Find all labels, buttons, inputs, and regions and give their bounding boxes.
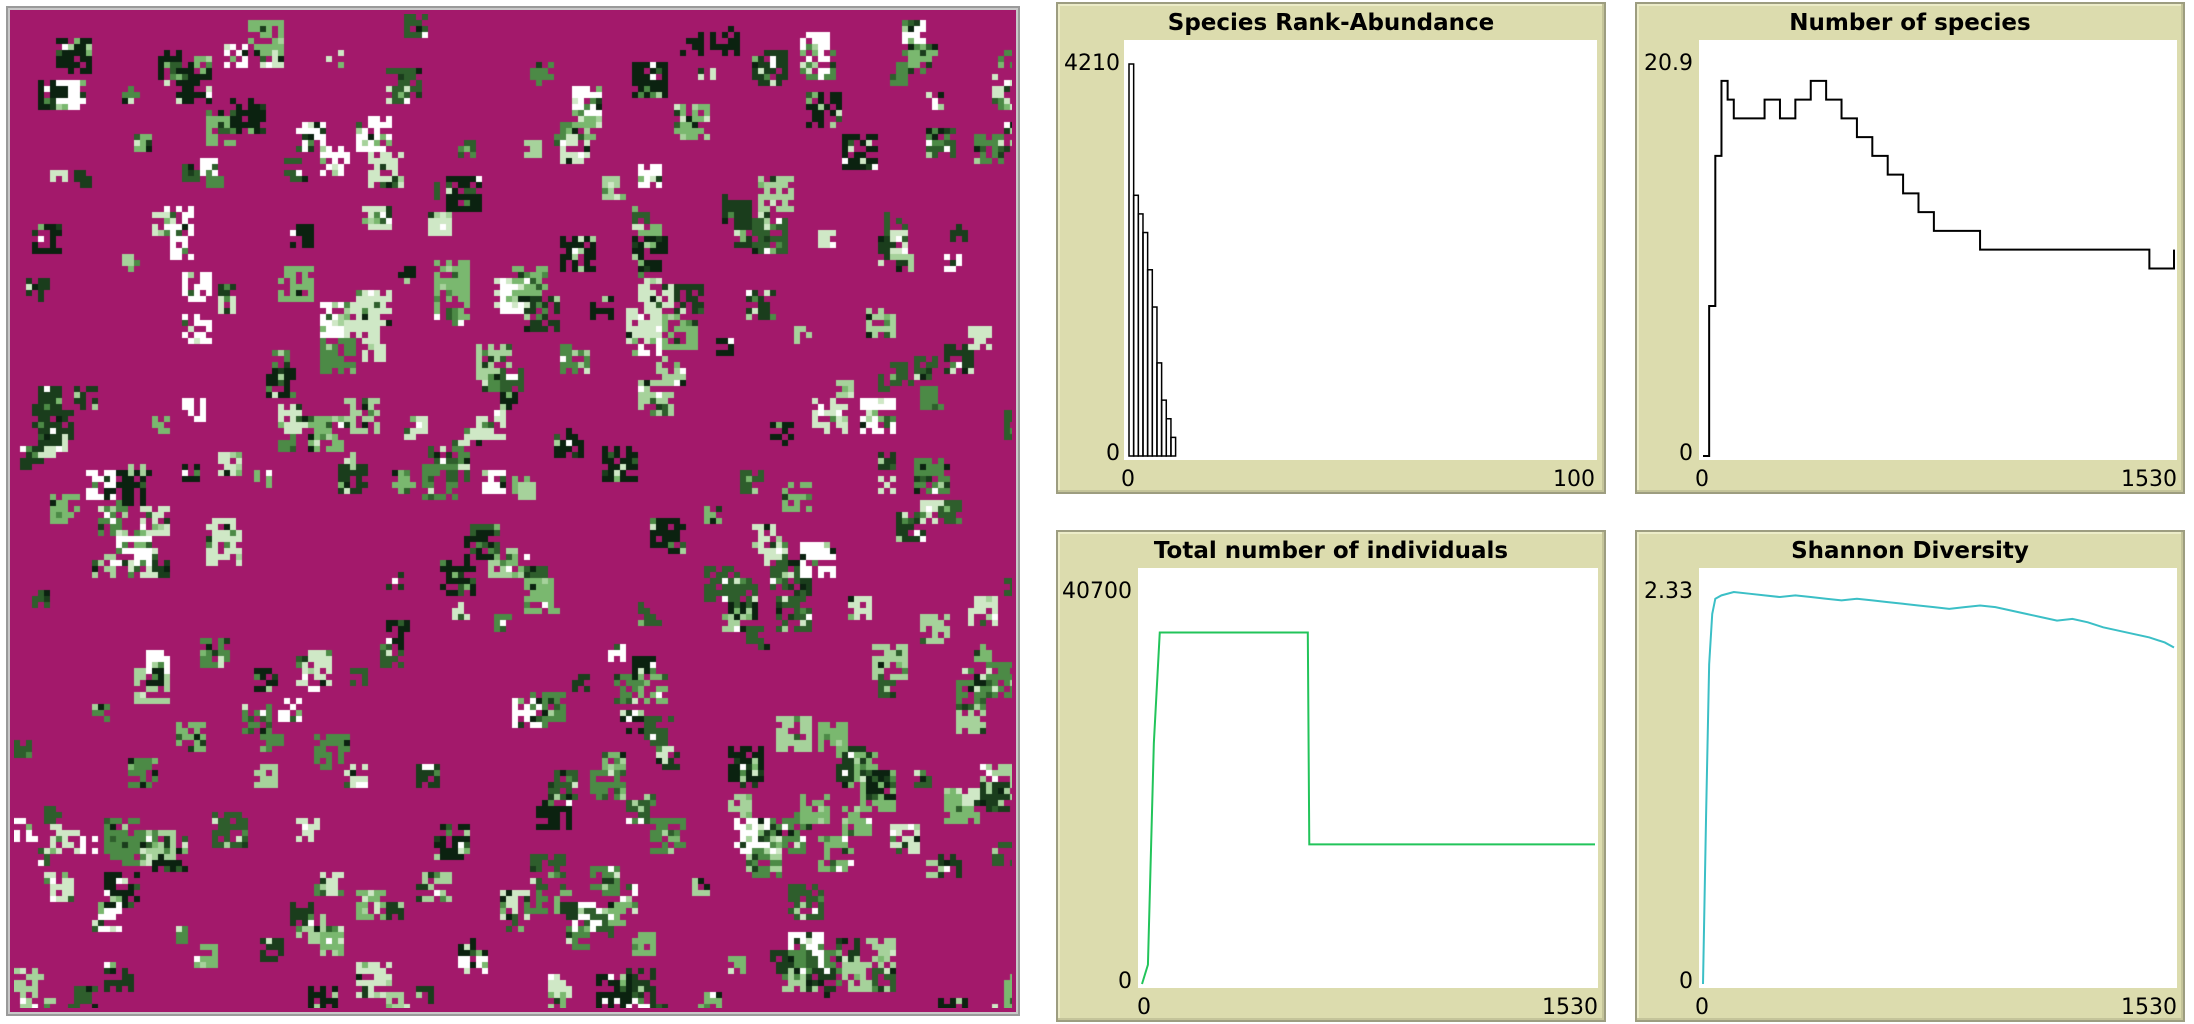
y-min-label: 0 xyxy=(1679,969,1693,994)
plot-rank-abundance-svg: 4210 0 0 100 xyxy=(1064,40,1597,492)
plot-area xyxy=(1138,568,1598,988)
world-patches[interactable] xyxy=(14,14,1012,1008)
bar-marks xyxy=(1128,63,1177,457)
world-view[interactable] xyxy=(6,6,1020,1016)
plot-total-individuals-svg: 40700 0 0 1530 xyxy=(1062,568,1598,1020)
x-min-label: 0 xyxy=(1137,995,1151,1020)
series-line xyxy=(1703,79,2175,457)
x-min-label: 0 xyxy=(1695,995,1709,1020)
series-line xyxy=(1141,631,1595,985)
plot-title: Number of species xyxy=(1789,10,2031,36)
x-max-label: 1530 xyxy=(1542,995,1598,1020)
y-min-label: 0 xyxy=(1118,969,1132,994)
line-marks xyxy=(1702,590,2175,985)
plot-title: Shannon Diversity xyxy=(1791,538,2029,564)
x-max-label: 100 xyxy=(1553,467,1595,492)
series-line xyxy=(1702,590,2175,985)
y-max-label: 20.9 xyxy=(1644,51,1693,76)
line-marks xyxy=(1141,631,1595,985)
y-max-label: 4210 xyxy=(1064,51,1120,76)
y-min-label: 0 xyxy=(1106,441,1120,466)
plot-shannon-diversity[interactable]: Shannon Diversity 2.33 0 0 1530 xyxy=(1635,530,2185,1022)
plot-title: Total number of individuals xyxy=(1153,538,1509,564)
plot-number-of-species[interactable]: Number of species 20.9 0 0 1530 xyxy=(1635,2,2185,494)
x-max-label: 1530 xyxy=(2121,995,2177,1020)
y-max-label: 40700 xyxy=(1062,579,1132,604)
line-marks xyxy=(1703,79,2175,457)
plot-rank-abundance[interactable]: Species Rank-Abundance 4210 0 0 100 xyxy=(1056,2,1606,494)
y-min-label: 0 xyxy=(1679,441,1693,466)
plot-total-individuals[interactable]: Total number of individuals 40700 0 0 15… xyxy=(1056,530,1606,1022)
plot-title: Species Rank-Abundance xyxy=(1167,10,1495,36)
y-max-label: 2.33 xyxy=(1644,579,1693,604)
plot-area xyxy=(1124,40,1597,460)
x-max-label: 1530 xyxy=(2121,467,2177,492)
plot-area xyxy=(1699,568,2177,988)
rank-bar xyxy=(1170,436,1177,457)
x-min-label: 0 xyxy=(1695,467,1709,492)
plot-number-of-species-svg: 20.9 0 0 1530 xyxy=(1644,40,2177,492)
x-min-label: 0 xyxy=(1121,467,1135,492)
plot-shannon-diversity-svg: 2.33 0 0 1530 xyxy=(1644,568,2177,1020)
